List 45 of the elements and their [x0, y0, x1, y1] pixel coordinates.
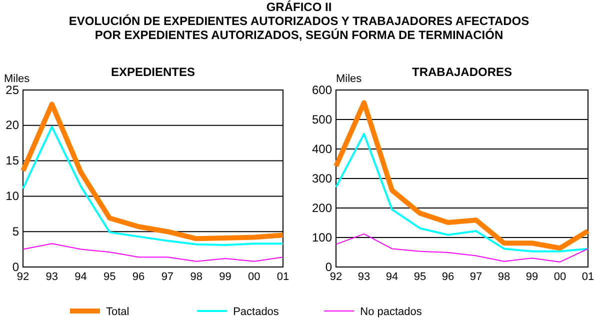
x-tick-label: 99 [219, 270, 232, 283]
x-tick-label: 99 [526, 270, 538, 283]
x-tick-label: 01 [276, 270, 290, 283]
y-tick-label: 15 [6, 154, 20, 168]
x-tick-label: 94 [386, 270, 398, 283]
y-tick-label: 500 [312, 112, 332, 126]
x-tick-label: 98 [190, 270, 202, 283]
x-tick-label: 96 [132, 270, 145, 283]
y-tick-label: 10 [6, 189, 20, 204]
y-tick-label: 0 [12, 260, 20, 274]
y-tick-label: 200 [312, 200, 332, 215]
y-tick-label: 0 [325, 260, 332, 274]
legend-label: Total [106, 306, 130, 318]
x-tick-label: 00 [248, 270, 260, 283]
y-axis-title: Miles [4, 73, 30, 85]
x-tick-label: 00 [554, 270, 566, 283]
x-tick-label: 01 [582, 270, 594, 283]
chart-title: GRÁFICO II EVOLUCIÓN DE EXPEDIENTES AUTORIZADOS Y TRABAJADORES AFECTADOS POR EXPEDIENTES AUTORIZADOS, SEGÚN FORMA DE TERMINACIÓN [68, 0, 530, 42]
x-tick-label: 93 [46, 270, 58, 283]
x-tick-label: 96 [442, 270, 454, 283]
line-series [22, 126, 284, 246]
y-tick-label: 100 [312, 230, 332, 244]
line-series [22, 243, 284, 262]
x-tick-label: 93 [358, 270, 370, 283]
x-tick-label: 95 [104, 270, 116, 283]
x-tick-label: 94 [74, 270, 87, 283]
y-tick-label: 5 [12, 224, 20, 238]
y-tick-label: 20 [6, 118, 20, 132]
legend-label: Pactados [233, 306, 280, 318]
line-series [335, 132, 589, 252]
chart-subtitle: EXPEDIENTES [110, 65, 196, 79]
y-tick-label: 25 [6, 82, 20, 97]
x-tick-label: 98 [498, 270, 510, 283]
line-series [336, 233, 588, 262]
x-tick-label: 97 [161, 270, 174, 283]
x-tick-label: 95 [414, 270, 426, 283]
y-tick-label: 300 [312, 171, 332, 186]
chart-title: TRABAJADORES [412, 65, 512, 79]
legend-label: No pactados [360, 306, 422, 318]
y-axis-title: Miles [336, 73, 362, 85]
y-tick-label: 600 [312, 82, 332, 97]
x-tick-label: 97 [470, 270, 482, 283]
x-tick-label: 92 [16, 270, 30, 283]
y-tick-label: 400 [312, 142, 332, 156]
x-tick-label: 92 [330, 270, 342, 283]
